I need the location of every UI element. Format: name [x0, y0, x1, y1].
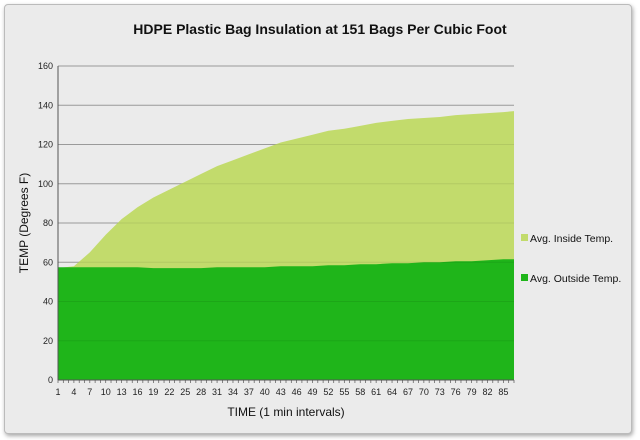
y-tick-label: 140 — [38, 100, 53, 110]
x-tick-label: 19 — [148, 387, 158, 397]
series-areas — [58, 65, 514, 380]
legend-swatch — [521, 234, 528, 241]
y-tick-label: 80 — [43, 218, 53, 228]
x-tick-label: 40 — [260, 387, 270, 397]
x-tick-label: 58 — [355, 387, 365, 397]
y-axis-label: TEMP (Degrees F) — [17, 173, 31, 273]
y-tick-label: 60 — [43, 257, 53, 267]
x-tick-label: 28 — [196, 387, 206, 397]
legend-label: Avg. Outside Temp. — [530, 273, 621, 285]
x-tick-label: 46 — [292, 387, 302, 397]
x-tick-label: 37 — [244, 387, 254, 397]
x-tick-label: 22 — [164, 387, 174, 397]
y-tick-label: 40 — [43, 297, 53, 307]
x-tick-label: 76 — [451, 387, 461, 397]
x-tick-label: 67 — [403, 387, 413, 397]
x-tick-label: 25 — [180, 387, 190, 397]
legend: Avg. Inside Temp. Avg. Outside Temp. — [521, 233, 621, 285]
y-tick-label: 0 — [48, 375, 53, 385]
x-tick-label: 1 — [55, 387, 60, 397]
x-tick-label: 49 — [308, 387, 318, 397]
legend-swatch — [521, 274, 528, 281]
x-tick-label: 13 — [117, 387, 127, 397]
x-tick-label: 82 — [482, 387, 492, 397]
x-tick-label: 85 — [498, 387, 508, 397]
x-tick-label: 73 — [435, 387, 445, 397]
x-tick-label: 55 — [339, 387, 349, 397]
axes: 0 20 40 60 80 100 120 140 160 1 4 7 10 13 16 19 22 25 28 31… — [38, 61, 515, 397]
x-tick-label: 52 — [323, 387, 333, 397]
x-tick-label: 43 — [276, 387, 286, 397]
x-tick-label: 64 — [387, 387, 397, 397]
series-area-outside — [58, 259, 514, 380]
chart-title: HDPE Plastic Bag Insulation at 151 Bags … — [133, 21, 507, 37]
legend-label: Avg. Inside Temp. — [530, 233, 613, 245]
x-tick-label: 4 — [71, 387, 76, 397]
x-tick-label: 61 — [371, 387, 381, 397]
y-tick-label: 20 — [43, 336, 53, 346]
x-tick-label: 16 — [133, 387, 143, 397]
y-tick-label: 120 — [38, 140, 53, 150]
x-tick-label: 34 — [228, 387, 238, 397]
y-tick-label: 100 — [38, 179, 53, 189]
x-tick-label: 70 — [419, 387, 429, 397]
x-tick-label: 7 — [87, 387, 92, 397]
x-axis-label: TIME (1 min intervals) — [227, 405, 344, 419]
y-tick-label: 160 — [38, 61, 53, 71]
x-tick-label: 10 — [101, 387, 111, 397]
x-tick-label: 79 — [467, 387, 477, 397]
x-tick-label: 31 — [212, 387, 222, 397]
